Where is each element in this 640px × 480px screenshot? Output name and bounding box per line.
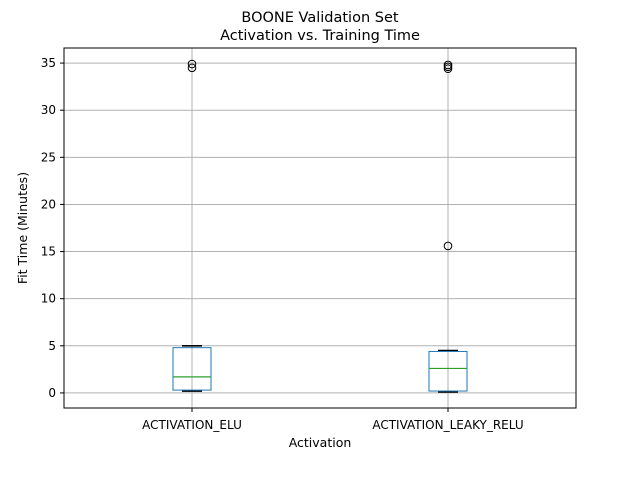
- box-iqr: [428, 350, 468, 392]
- outlier-point: [443, 60, 453, 70]
- grid-lines: [64, 48, 576, 408]
- outlier-point: [443, 241, 453, 251]
- y-tick-label: 25: [41, 150, 56, 164]
- chart-title: BOONE Validation Set: [241, 10, 398, 26]
- x-tick-label: ACTIVATION_ELU: [142, 418, 242, 432]
- y-tick-label: 0: [48, 386, 56, 400]
- y-tick-label: 30: [41, 103, 56, 117]
- y-ticks: 0 5 10 15 20 25 30 35: [41, 56, 64, 400]
- x-ticks: ACTIVATION_ELU ACTIVATION_LEAKY_RELU: [142, 408, 524, 432]
- outlier-point: [187, 63, 197, 73]
- chart-subtitle: Activation vs. Training Time: [220, 28, 420, 44]
- y-tick-label: 10: [41, 292, 56, 306]
- plot-frame: [63, 47, 577, 409]
- x-axis-label: Activation: [289, 435, 352, 450]
- outlier-point: [187, 59, 197, 69]
- y-tick-label: 20: [41, 197, 56, 211]
- y-axis-label: Fit Time (Minutes): [15, 172, 30, 284]
- box-iqr: [172, 347, 212, 391]
- box-plots: [172, 59, 468, 393]
- y-tick-label: 15: [41, 245, 56, 259]
- y-tick-label: 35: [41, 56, 56, 70]
- y-tick-label: 5: [48, 339, 56, 353]
- x-tick-label: ACTIVATION_LEAKY_RELU: [372, 418, 523, 432]
